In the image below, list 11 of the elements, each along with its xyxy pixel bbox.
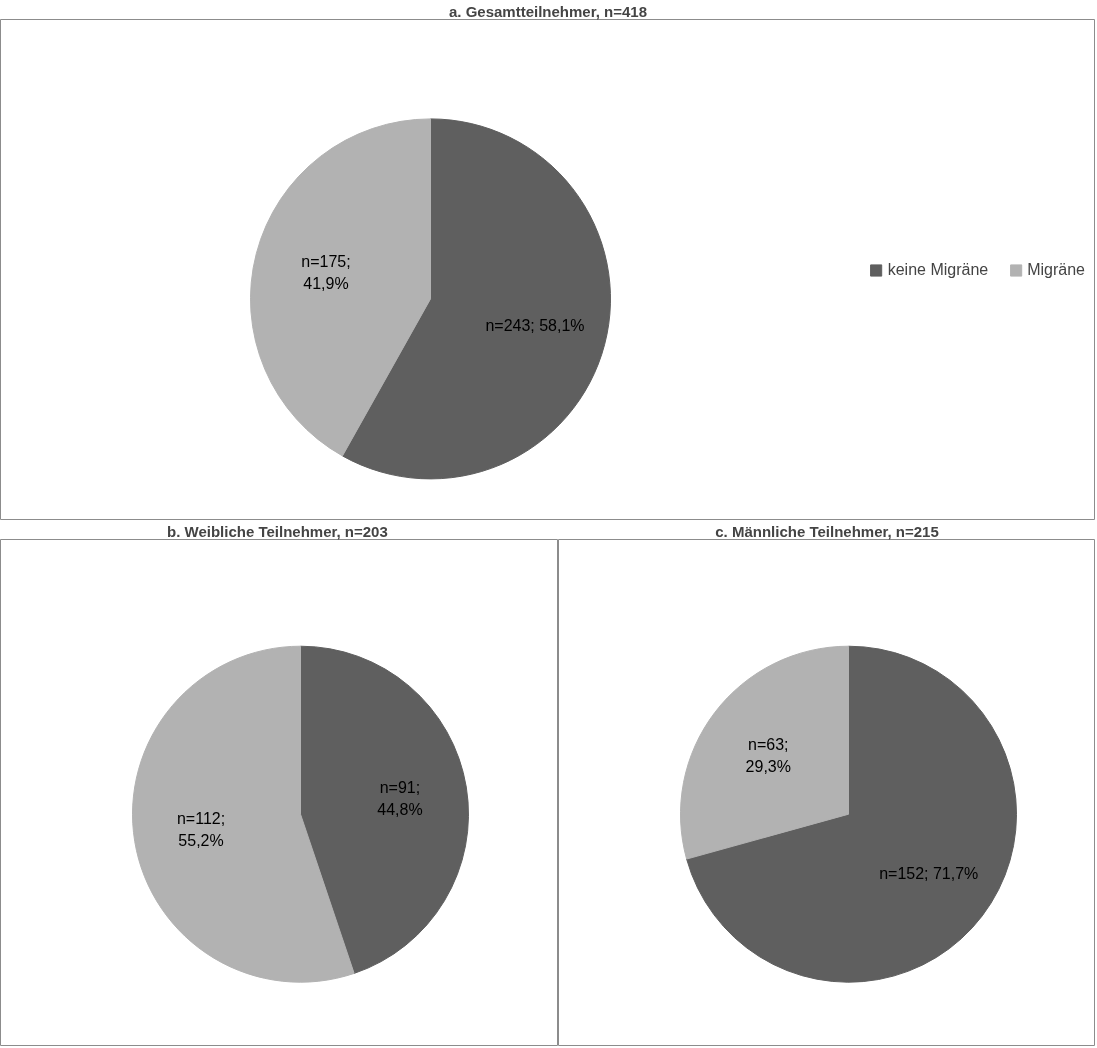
chart-title: a. Gesamtteilnehmer, n=418: [448, 2, 648, 20]
legend-label: Migräne: [1027, 260, 1085, 279]
legend-label: keine Migräne: [887, 260, 989, 279]
data-label: n=91; 44,8%: [377, 778, 423, 819]
data-label: n=243; 58,1%: [485, 316, 585, 334]
chart-title: b. Weibliche Teilnehmer, n=203: [167, 522, 388, 540]
data-label: n=152; 71,7%: [879, 864, 979, 882]
data-label: n=63; 29,3%: [745, 735, 791, 775]
data-label: n=175; 41,9%: [301, 253, 351, 293]
chart-title: c. Männliche Teilnehmer, n=215: [715, 522, 939, 540]
data-label: n=112; 55,2%: [176, 810, 226, 850]
